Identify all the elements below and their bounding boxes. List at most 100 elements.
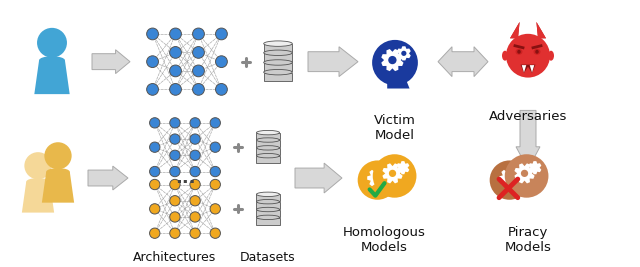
Bar (257, 140, 280, 147)
Bar (264, 53, 292, 62)
Text: ...: ... (175, 169, 195, 187)
Circle shape (170, 118, 180, 128)
Bar (264, 63, 292, 71)
Circle shape (147, 28, 159, 40)
Ellipse shape (548, 51, 554, 61)
Ellipse shape (517, 50, 521, 54)
Polygon shape (22, 182, 54, 213)
Polygon shape (88, 166, 128, 190)
Polygon shape (520, 65, 536, 73)
Circle shape (388, 56, 397, 64)
Polygon shape (35, 60, 70, 94)
Circle shape (44, 142, 72, 169)
Ellipse shape (257, 215, 280, 219)
Circle shape (170, 150, 180, 160)
Circle shape (506, 34, 550, 78)
Circle shape (190, 118, 200, 128)
Bar (257, 133, 280, 139)
Text: Architectures: Architectures (133, 251, 216, 264)
Polygon shape (536, 22, 546, 38)
Polygon shape (367, 169, 385, 187)
Ellipse shape (257, 207, 280, 212)
Circle shape (193, 65, 204, 77)
Circle shape (190, 134, 200, 144)
Ellipse shape (257, 138, 280, 142)
Bar (257, 148, 280, 155)
Ellipse shape (264, 50, 292, 56)
Ellipse shape (502, 51, 508, 61)
Polygon shape (530, 65, 534, 73)
Circle shape (490, 160, 529, 200)
Bar (264, 44, 292, 52)
Circle shape (521, 170, 528, 177)
Circle shape (24, 152, 52, 179)
Text: Adversaries: Adversaries (489, 110, 567, 123)
Circle shape (190, 179, 200, 190)
Circle shape (210, 142, 220, 152)
Circle shape (170, 196, 180, 206)
Ellipse shape (535, 50, 539, 54)
Circle shape (216, 56, 227, 68)
Polygon shape (379, 167, 390, 179)
Bar (257, 218, 280, 225)
Circle shape (170, 228, 180, 238)
Circle shape (150, 166, 160, 177)
Circle shape (170, 134, 180, 144)
Polygon shape (308, 47, 358, 77)
Circle shape (401, 51, 406, 56)
Circle shape (505, 154, 548, 198)
Text: Victim
Model: Victim Model (374, 114, 416, 142)
Circle shape (190, 212, 200, 222)
Circle shape (210, 228, 220, 238)
Ellipse shape (257, 199, 280, 204)
Ellipse shape (257, 146, 280, 150)
Circle shape (150, 118, 160, 128)
Circle shape (150, 179, 160, 190)
Ellipse shape (515, 49, 522, 55)
Circle shape (190, 150, 200, 160)
Bar (257, 202, 280, 209)
Circle shape (150, 228, 160, 238)
Bar (257, 156, 280, 163)
Text: Piracy
Models: Piracy Models (504, 226, 552, 254)
Circle shape (170, 46, 181, 58)
Polygon shape (397, 161, 410, 174)
Polygon shape (397, 46, 411, 60)
Ellipse shape (264, 41, 292, 46)
Ellipse shape (26, 178, 50, 186)
Circle shape (372, 154, 417, 198)
Polygon shape (515, 163, 534, 183)
Circle shape (170, 28, 181, 40)
Circle shape (193, 46, 204, 58)
Circle shape (210, 179, 220, 190)
Ellipse shape (39, 56, 65, 64)
Circle shape (190, 228, 200, 238)
Bar (264, 73, 292, 81)
Polygon shape (381, 49, 404, 71)
Circle shape (37, 28, 67, 58)
Circle shape (193, 84, 204, 95)
Circle shape (216, 84, 227, 95)
Polygon shape (438, 47, 488, 77)
Polygon shape (529, 161, 541, 174)
Circle shape (170, 212, 180, 222)
Circle shape (170, 84, 181, 95)
Circle shape (170, 179, 180, 190)
Circle shape (210, 118, 220, 128)
Bar (257, 194, 280, 201)
Polygon shape (511, 167, 523, 179)
Ellipse shape (534, 49, 541, 55)
Circle shape (170, 166, 180, 177)
Polygon shape (383, 163, 403, 183)
Polygon shape (516, 110, 540, 169)
Circle shape (150, 142, 160, 152)
Ellipse shape (264, 69, 292, 75)
Polygon shape (510, 22, 520, 38)
Ellipse shape (257, 131, 280, 135)
Circle shape (147, 56, 159, 68)
Polygon shape (536, 22, 546, 38)
Polygon shape (42, 172, 74, 203)
Circle shape (190, 166, 200, 177)
Ellipse shape (264, 60, 292, 65)
Circle shape (150, 204, 160, 214)
